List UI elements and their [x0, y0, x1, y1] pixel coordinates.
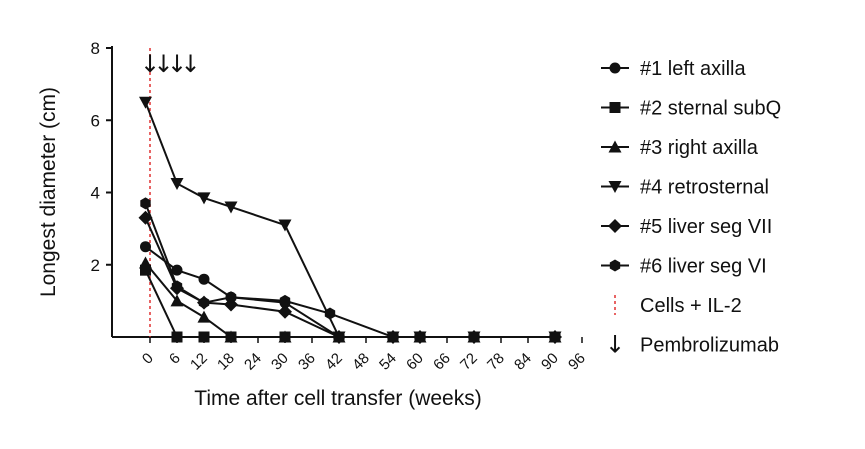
y-axis-title: Longest diameter (cm) — [37, 87, 60, 297]
y-ticks: 2 4 6 8 — [91, 39, 112, 275]
legend-label: Cells + IL-2 — [640, 295, 742, 317]
x-tick-label: 72 — [457, 350, 481, 374]
pembrolizumab-arrow: ↓ — [167, 50, 187, 78]
y-tick-label: 4 — [91, 184, 100, 203]
x-tick-label: 12 — [187, 350, 211, 374]
legend-label: #4 retrosternal — [640, 177, 769, 199]
data-point — [224, 201, 238, 214]
legend-label: #5 liver seg VII — [640, 216, 772, 238]
data-point — [171, 280, 183, 293]
data-point — [198, 331, 210, 343]
legend-label: #3 right axilla — [640, 137, 759, 159]
legend-arrow: ↓ — [605, 331, 625, 359]
data-point — [171, 264, 183, 276]
pembrolizumab-arrow: ↓ — [140, 50, 160, 78]
data-point — [171, 331, 183, 343]
x-tick-label: 60 — [403, 350, 427, 374]
data-point — [170, 294, 184, 307]
data-point — [324, 307, 336, 320]
series-lines — [138, 96, 562, 344]
data-point — [278, 219, 292, 232]
data-point — [198, 273, 210, 285]
data-point — [198, 296, 210, 309]
legend-marker — [608, 219, 622, 233]
pembrolizumab-arrow: ↓ — [180, 50, 200, 78]
data-point — [139, 96, 152, 109]
legend-label: #2 sternal subQ — [640, 98, 781, 120]
data-point — [140, 197, 151, 210]
legend-item: #3 right axilla — [601, 137, 759, 159]
x-tick-label: 66 — [430, 350, 454, 374]
data-point — [170, 177, 184, 190]
data-point — [139, 256, 152, 269]
series-line — [144, 202, 555, 338]
legend-label: #1 left axilla — [640, 58, 746, 80]
data-point — [225, 291, 237, 304]
x-tick-label: 30 — [268, 350, 292, 374]
data-point — [468, 331, 480, 343]
y-tick-label: 6 — [91, 111, 100, 130]
x-tick-label: 0 — [139, 350, 157, 368]
legend-item: #1 left axilla — [601, 58, 746, 80]
x-tick-label: 48 — [349, 350, 373, 374]
legend: #1 left axilla #2 sternal subQ #3 right ax… — [601, 58, 781, 359]
x-tick-label: 84 — [511, 350, 535, 374]
data-point — [332, 330, 346, 344]
series-6 — [140, 197, 561, 343]
data-point — [197, 310, 211, 323]
data-point — [140, 241, 151, 253]
y-tick-label: 8 — [91, 39, 100, 58]
y-tick-label: 2 — [91, 256, 100, 275]
x-tick-label: 78 — [484, 350, 508, 374]
data-point — [197, 192, 211, 205]
legend-marker — [608, 140, 622, 153]
data-point — [278, 304, 292, 319]
data-point — [279, 294, 291, 307]
x-tick-label: 42 — [322, 350, 346, 374]
legend-label: Pembrolizumab — [640, 335, 779, 357]
legend-item: Cells + IL-2 — [614, 295, 742, 317]
legend-item: #6 liver seg VI — [601, 256, 767, 278]
x-axis-title: Time after cell transfer (weeks) — [194, 387, 481, 410]
data-point — [387, 331, 399, 343]
x-tick-label: 24 — [241, 350, 265, 374]
x-tick-label: 96 — [565, 350, 589, 374]
legend-item: #2 sternal subQ — [601, 98, 781, 120]
legend-marker — [609, 62, 621, 74]
legend-marker — [608, 181, 622, 193]
series-line — [144, 245, 555, 338]
data-point — [549, 331, 561, 343]
series-1 — [140, 241, 561, 343]
legend-item: #5 liver seg VII — [601, 216, 772, 238]
legend-item: #4 retrosternal — [601, 177, 769, 199]
annotations: ↓↓↓↓ — [140, 48, 201, 337]
pembrolizumab-arrow: ↓ — [153, 50, 173, 78]
legend-item: ↓ Pembrolizumab — [605, 331, 779, 359]
data-point — [140, 264, 151, 276]
x-tick-label: 54 — [376, 350, 400, 374]
data-point — [278, 330, 292, 343]
data-point — [414, 331, 426, 343]
x-tick-label: 6 — [166, 350, 184, 368]
data-point — [224, 330, 238, 343]
legend-label: #6 liver seg VI — [640, 256, 767, 278]
x-tick-label: 18 — [214, 350, 238, 374]
x-tick-label: 36 — [295, 350, 319, 374]
x-tick-label: 90 — [538, 350, 562, 374]
legend-marker — [609, 102, 621, 113]
legend-marker — [609, 259, 621, 272]
